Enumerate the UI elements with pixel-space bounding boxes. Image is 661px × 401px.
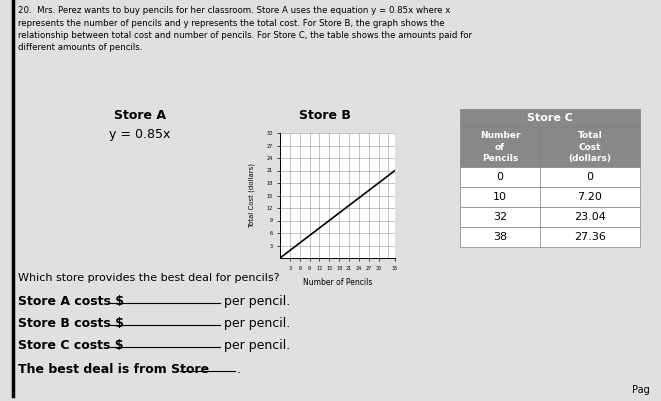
Text: 20.  Mrs. Perez wants to buy pencils for her classroom. Store A uses the equatio: 20. Mrs. Perez wants to buy pencils for …: [18, 6, 472, 53]
Text: 27.36: 27.36: [574, 232, 606, 242]
Text: Which store provides the best deal for pencils?: Which store provides the best deal for p…: [18, 273, 280, 283]
Text: 38: 38: [493, 232, 507, 242]
FancyBboxPatch shape: [460, 227, 640, 247]
FancyBboxPatch shape: [460, 109, 640, 127]
Text: 23.04: 23.04: [574, 212, 606, 222]
Text: 0: 0: [586, 172, 594, 182]
Text: .: .: [237, 363, 241, 376]
Text: 10: 10: [493, 192, 507, 202]
Text: y = 0.85x: y = 0.85x: [109, 128, 171, 141]
Text: Store A: Store A: [114, 109, 166, 122]
Text: per pencil.: per pencil.: [224, 339, 290, 352]
Text: Store B: Store B: [299, 109, 351, 122]
Text: Number of Pencils: Number of Pencils: [303, 278, 372, 287]
Text: 0: 0: [496, 172, 504, 182]
FancyBboxPatch shape: [460, 167, 640, 187]
Text: Total Cost (dollars): Total Cost (dollars): [249, 163, 255, 228]
FancyBboxPatch shape: [460, 187, 640, 207]
Text: Total
Cost
(dollars): Total Cost (dollars): [568, 132, 611, 162]
Text: Store C: Store C: [527, 113, 573, 123]
Text: Pag: Pag: [633, 385, 650, 395]
FancyBboxPatch shape: [460, 207, 640, 227]
Text: The best deal is from Store: The best deal is from Store: [18, 363, 209, 376]
FancyBboxPatch shape: [460, 127, 640, 167]
Text: Store B costs $: Store B costs $: [18, 317, 124, 330]
Text: Store A costs $: Store A costs $: [18, 295, 124, 308]
Text: Store C costs $: Store C costs $: [18, 339, 124, 352]
Text: per pencil.: per pencil.: [224, 317, 290, 330]
Text: Number
of
Pencils: Number of Pencils: [480, 132, 520, 162]
Text: 7.20: 7.20: [578, 192, 602, 202]
Text: per pencil.: per pencil.: [224, 295, 290, 308]
Text: 32: 32: [493, 212, 507, 222]
